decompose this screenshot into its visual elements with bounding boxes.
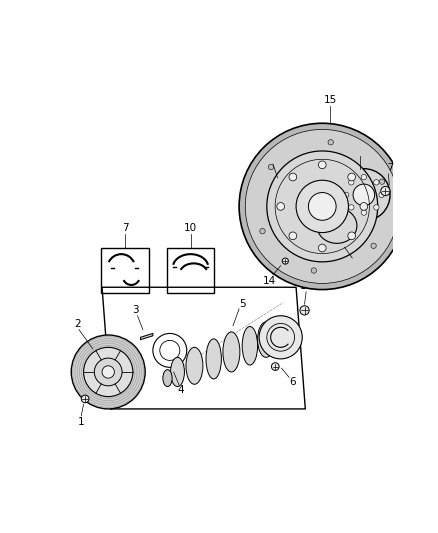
Text: 17: 17 <box>382 163 395 173</box>
Ellipse shape <box>170 357 184 386</box>
Text: 13: 13 <box>347 259 360 269</box>
Circle shape <box>102 366 114 378</box>
Text: 5: 5 <box>239 299 245 309</box>
Ellipse shape <box>223 332 240 372</box>
Circle shape <box>267 151 378 262</box>
Circle shape <box>379 192 384 198</box>
Text: 4: 4 <box>177 385 184 395</box>
Bar <box>167 248 215 293</box>
Text: 12: 12 <box>266 153 279 163</box>
Text: 14: 14 <box>263 276 276 286</box>
Circle shape <box>338 168 390 221</box>
Circle shape <box>239 123 406 289</box>
Ellipse shape <box>206 339 221 379</box>
Circle shape <box>379 179 385 184</box>
Text: 10: 10 <box>184 223 197 233</box>
Circle shape <box>318 244 326 252</box>
Circle shape <box>353 184 374 206</box>
Ellipse shape <box>242 327 258 365</box>
Circle shape <box>282 258 288 264</box>
Circle shape <box>343 192 349 198</box>
Text: 2: 2 <box>74 319 81 329</box>
Circle shape <box>94 358 122 386</box>
Circle shape <box>296 180 349 232</box>
Text: 15: 15 <box>323 95 336 105</box>
Circle shape <box>245 130 399 284</box>
Ellipse shape <box>258 322 275 357</box>
Circle shape <box>374 180 379 185</box>
Circle shape <box>361 210 367 215</box>
Text: 6: 6 <box>289 377 296 387</box>
Circle shape <box>300 306 309 315</box>
Circle shape <box>311 268 317 273</box>
Polygon shape <box>141 334 153 340</box>
Circle shape <box>348 232 356 240</box>
Circle shape <box>268 164 274 169</box>
Circle shape <box>71 335 145 409</box>
Circle shape <box>349 180 354 185</box>
Circle shape <box>289 232 297 240</box>
Text: 16: 16 <box>353 145 367 155</box>
Circle shape <box>289 173 297 181</box>
Bar <box>272 178 362 255</box>
Circle shape <box>381 187 390 196</box>
Text: 11: 11 <box>300 281 313 290</box>
Circle shape <box>360 203 367 210</box>
Circle shape <box>84 348 133 397</box>
Circle shape <box>260 229 265 234</box>
Text: 1: 1 <box>78 417 85 427</box>
Circle shape <box>272 363 279 370</box>
Circle shape <box>259 316 302 359</box>
Text: 7: 7 <box>122 223 128 233</box>
Ellipse shape <box>275 319 287 348</box>
Bar <box>101 248 149 293</box>
Circle shape <box>318 161 326 168</box>
Ellipse shape <box>186 348 203 384</box>
Circle shape <box>361 174 367 180</box>
Circle shape <box>371 243 376 248</box>
Circle shape <box>308 192 336 220</box>
Circle shape <box>349 205 354 210</box>
Ellipse shape <box>163 370 172 386</box>
Circle shape <box>374 205 379 210</box>
Circle shape <box>348 173 356 181</box>
Text: 3: 3 <box>133 304 139 314</box>
Circle shape <box>277 203 285 210</box>
Circle shape <box>81 395 89 403</box>
Circle shape <box>328 140 333 145</box>
